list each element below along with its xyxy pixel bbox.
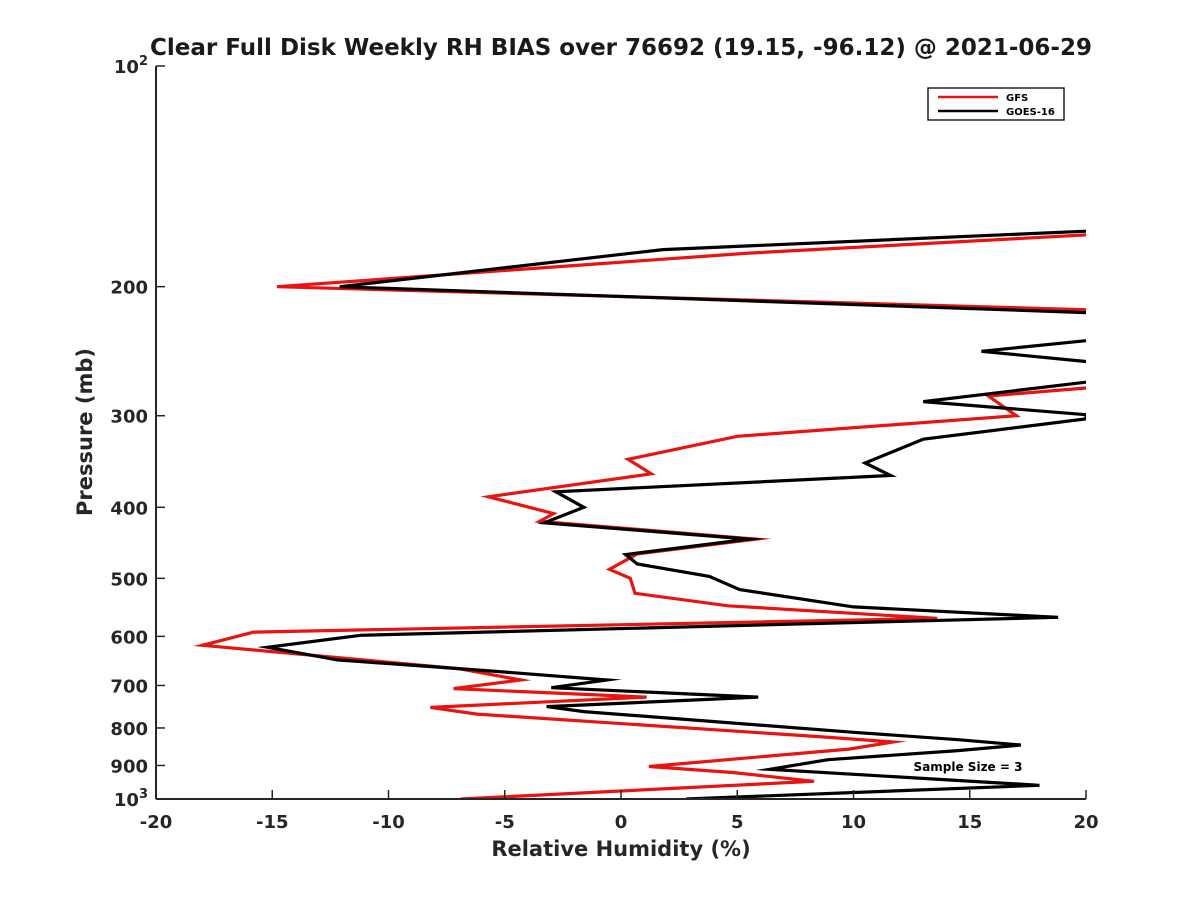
sample-size-annotation: Sample Size = 3 <box>914 760 1023 774</box>
x-tick-label: -5 <box>495 812 515 833</box>
y-tick-label: 103 <box>114 787 148 811</box>
series-line-goes16-segment-1 <box>339 229 1086 315</box>
legend-box <box>927 87 1065 121</box>
y-tick-label: 900 <box>110 756 148 777</box>
y-tick-label: 102 <box>114 54 148 78</box>
y-tick-label: 700 <box>110 676 148 697</box>
series-layer <box>193 229 1086 799</box>
x-axis-label: Relative Humidity (%) <box>491 837 750 861</box>
legend-label-goes16: GOES-16 <box>1006 107 1055 118</box>
x-tick-label: 0 <box>615 812 628 833</box>
y-tick-label: 300 <box>110 407 148 428</box>
y-tick-label: 600 <box>110 627 148 648</box>
x-axis-ticks: -20 -15 -10 -5 0 5 10 15 20 <box>140 790 1099 833</box>
y-tick-label: 400 <box>110 498 148 519</box>
y-axis-label: Pressure (mb) <box>73 348 97 516</box>
x-tick-label: 10 <box>841 812 866 833</box>
series-line-goes16-segment-3 <box>257 380 1086 799</box>
y-axis-ticks: 102 200 300 400 500 600 700 800 900 103 <box>110 54 165 811</box>
y-tick-label: 200 <box>110 278 148 299</box>
x-tick-label: 20 <box>1073 812 1098 833</box>
plot-area <box>156 66 1086 799</box>
y-tick-label: 800 <box>110 719 148 740</box>
legend: GFS GOES-16 <box>927 87 1065 121</box>
x-tick-label: -10 <box>372 812 405 833</box>
chart-title: Clear Full Disk Weekly RH BIAS over 7669… <box>150 35 1092 61</box>
series-line-goes16-segment-2 <box>981 339 1086 364</box>
legend-label-gfs: GFS <box>1006 93 1028 104</box>
x-tick-label: -15 <box>256 812 289 833</box>
x-tick-label: 5 <box>731 812 744 833</box>
y-tick-label: 500 <box>110 569 148 590</box>
x-tick-label: -20 <box>140 812 173 833</box>
x-tick-label: 15 <box>957 812 982 833</box>
series-line-gfs-segment-2 <box>193 386 1086 799</box>
